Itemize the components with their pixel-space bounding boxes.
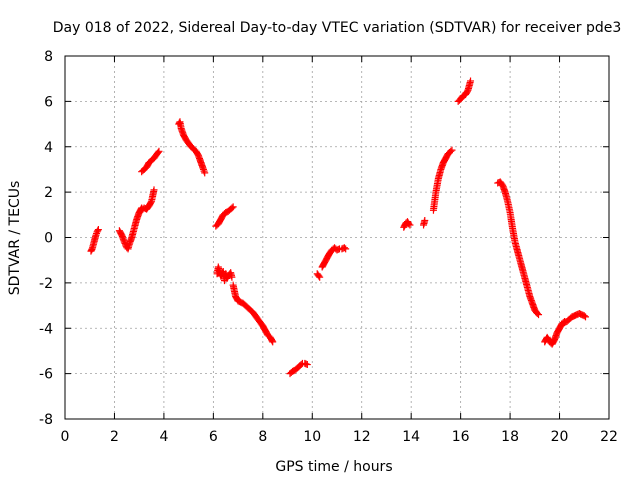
y-tick-label: -6 [39,367,53,383]
y-tick-label: -2 [39,276,53,292]
data-point-marker [154,148,162,156]
x-tick-label: 12 [353,429,371,445]
data-point-marker [315,272,323,280]
data-point-marker [421,216,429,224]
x-tick-label: 16 [452,429,470,445]
data-point-marker [406,221,414,229]
data-point-marker [94,227,102,235]
data-point-marker [201,169,209,177]
y-axis-label: SDTVAR / TECUs [7,181,23,296]
data-point-marker [405,220,413,228]
y-tick-label: 0 [44,231,53,247]
data-point-marker [199,165,207,173]
data-point-marker [580,312,588,320]
data-point-marker [303,361,311,369]
data-point-marker [268,337,276,345]
data-point-marker [316,273,324,281]
x-tick-label: 6 [209,429,218,445]
data-point-marker [448,146,456,154]
x-tick-label: 22 [600,429,618,445]
x-tick-label: 0 [61,429,70,445]
grid [65,56,609,419]
y-tick-label: -8 [39,412,53,428]
data-point-marker [92,231,100,239]
y-tick-label: 6 [44,94,53,110]
y-tick-label: -4 [39,321,53,337]
y-tick-label: 4 [44,140,53,156]
axis-ticks: 0 2 4 6 8 10 12 14 16 18 20 22 -8 -6 -4 -2 0 2 4 6 8 [39,49,618,445]
data-point-marker [582,313,590,321]
data-point-marker [340,244,348,252]
x-tick-label: 18 [501,429,519,445]
data-point-marker [150,186,158,194]
data-point-marker [155,147,163,155]
data-point-marker [342,245,350,253]
data-point-marker [94,226,102,234]
x-tick-label: 2 [110,429,119,445]
x-tick-label: 14 [402,429,420,445]
y-tick-label: 2 [44,185,53,201]
x-tick-label: 8 [258,429,267,445]
data-point-marker [269,338,277,346]
data-point-marker [200,167,208,175]
data-point-marker [535,311,543,319]
data-point-marker [533,310,541,318]
x-axis-label: GPS time / hours [275,459,392,475]
data-point-marker [467,77,475,85]
x-tick-label: 4 [159,429,168,445]
data-point-marker [228,204,236,212]
x-tick-label: 20 [551,429,569,445]
chart-title: Day 018 of 2022, Sidereal Day-to-day VTE… [53,20,622,36]
data-point-marker [229,203,237,211]
x-tick-label: 10 [303,429,321,445]
data-point-marker [228,273,236,281]
data-point-marker [447,147,455,155]
y-tick-label: 8 [44,49,53,65]
data-points [87,77,590,378]
